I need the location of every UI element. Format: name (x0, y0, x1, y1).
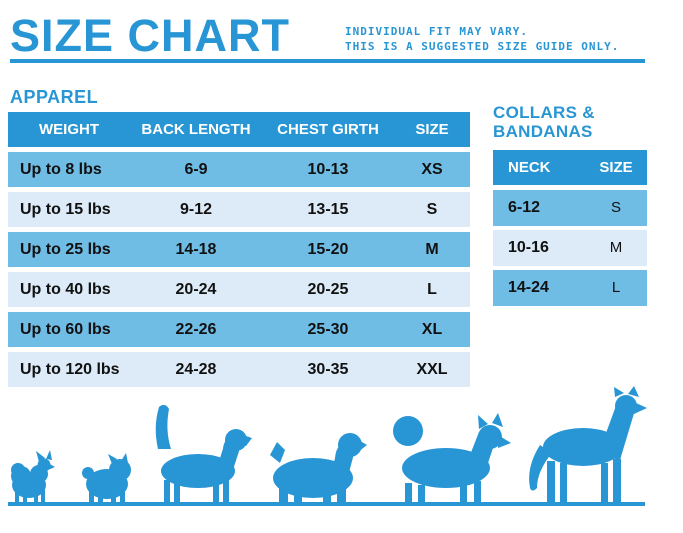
apparel-section-heading: APPAREL (10, 87, 99, 107)
table-row: 14-24 L (493, 270, 647, 306)
cell-back-length: 22-26 (175, 321, 217, 338)
disclaimer-line-1: INDIVIDUAL FIT MAY VARY. (345, 25, 528, 38)
cell-back-length: 14-18 (175, 241, 217, 258)
cell-neck: 10-16 (508, 239, 549, 256)
collars-size-table: NECK SIZE 6-12 S 10-16 M 14-24 L (493, 150, 647, 310)
cell-chest-girth: 13-15 (307, 201, 349, 218)
cell-back-length: 20-24 (175, 281, 217, 298)
table-row: 6-12 S (493, 190, 647, 226)
table-row: Up to 120 lbs 24-28 30-35 XXL (8, 352, 470, 387)
cell-weight: Up to 15 lbs (20, 201, 111, 218)
collars-section-heading: COLLARS & BANDANAS (493, 103, 595, 141)
pomeranian-silhouette-icon (11, 450, 55, 505)
cell-size: S (426, 201, 438, 218)
header-rule (10, 59, 645, 63)
cell-chest-girth: 30-35 (307, 361, 349, 378)
dog-size-illustration (8, 385, 647, 508)
cell-size: S (610, 199, 621, 216)
cell-neck: 6-12 (508, 199, 541, 216)
cell-back-length: 9-12 (179, 201, 213, 218)
table-row: Up to 8 lbs 6-9 10-13 XS (8, 152, 470, 187)
cell-back-length: 24-28 (175, 361, 217, 378)
page-title: SIZE CHART (10, 10, 290, 61)
cell-weight: Up to 40 lbs (20, 281, 111, 298)
table-row: 10-16 M (493, 230, 647, 266)
cell-weight: Up to 8 lbs (20, 161, 102, 178)
cell-weight: Up to 25 lbs (20, 241, 111, 258)
table-row: Up to 40 lbs 20-24 20-25 L (8, 272, 470, 307)
disclaimer-line-2: THIS IS A SUGGESTED SIZE GUIDE ONLY. (345, 40, 620, 53)
column-header-chest-girth: CHEST GIRTH (277, 121, 379, 138)
husky-silhouette-icon (393, 413, 511, 505)
great-dane-silhouette-icon (529, 386, 647, 505)
collars-heading-line-1: COLLARS & (493, 103, 595, 122)
cell-size: XL (421, 321, 443, 338)
column-header-size: SIZE (599, 159, 633, 176)
table-row: Up to 25 lbs 14-18 15-20 M (8, 232, 470, 267)
cell-chest-girth: 15-20 (307, 241, 349, 258)
cell-chest-girth: 20-25 (307, 281, 349, 298)
cell-size: M (609, 239, 623, 256)
cell-weight: Up to 60 lbs (20, 321, 111, 338)
column-header-weight: WEIGHT (39, 121, 99, 138)
cell-back-length: 6-9 (184, 161, 208, 178)
cell-size: L (611, 279, 621, 296)
collars-heading-line-2: BANDANAS (493, 122, 593, 141)
cell-size: XXL (416, 361, 448, 378)
apparel-table-header-row: WEIGHT BACK LENGTH CHEST GIRTH SIZE (8, 112, 470, 147)
cell-chest-girth: 10-13 (307, 161, 349, 178)
cell-size: L (427, 281, 437, 298)
column-header-neck: NECK (508, 159, 551, 176)
column-header-size: SIZE (415, 121, 449, 138)
cell-neck: 14-24 (508, 279, 549, 296)
cell-size: M (425, 241, 439, 258)
apparel-size-table: WEIGHT BACK LENGTH CHEST GIRTH SIZE Up t… (8, 112, 470, 392)
table-row: Up to 15 lbs 9-12 13-15 S (8, 192, 470, 227)
pug-silhouette-icon (82, 453, 131, 505)
cell-chest-girth: 25-30 (307, 321, 349, 338)
cell-weight: Up to 120 lbs (20, 361, 120, 378)
table-row: Up to 60 lbs 22-26 25-30 XL (8, 312, 470, 347)
disclaimer-text: INDIVIDUAL FIT MAY VARY. THIS IS A SUGGE… (345, 24, 655, 54)
cell-size: XS (421, 161, 443, 178)
collars-table-header-row: NECK SIZE (493, 150, 647, 185)
column-header-back-length: BACK LENGTH (141, 121, 251, 138)
beagle-silhouette-icon (155, 404, 252, 505)
spaniel-silhouette-icon (270, 433, 367, 505)
